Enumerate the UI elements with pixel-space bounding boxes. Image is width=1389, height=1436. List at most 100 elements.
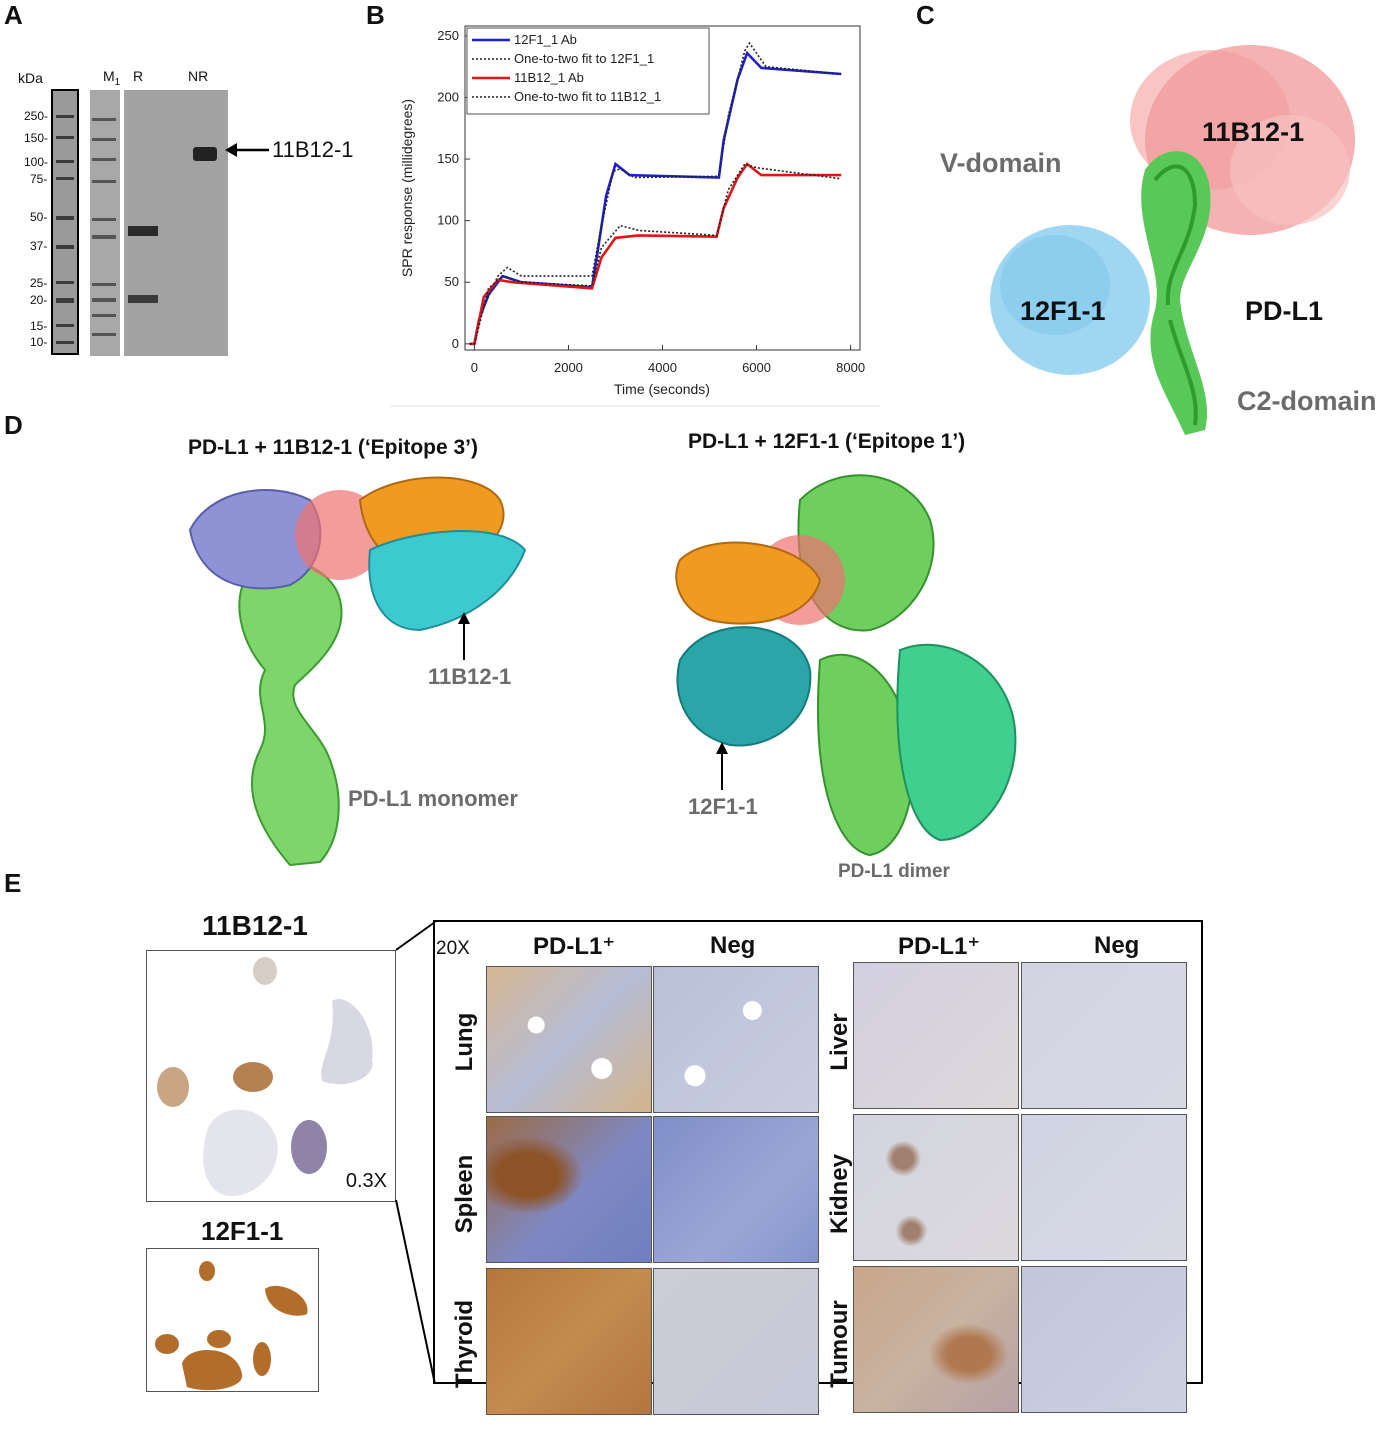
ihc-tile-kidney-neg (1021, 1114, 1187, 1261)
structure-ensemble (990, 45, 1355, 436)
x-tick-label: 0 (471, 360, 478, 375)
ladder-mark: 150- (24, 131, 49, 145)
col-pos-right: PD-L1⁺ (898, 933, 981, 960)
pdl1-dimer-green-b (896, 643, 1017, 842)
legend-entry: 11B12_1 Ab (514, 70, 584, 85)
panel-label-c: C (916, 0, 935, 30)
row-label-tumour: Tumour (826, 1300, 853, 1388)
r-light-band (128, 295, 158, 303)
gel-image (51, 89, 228, 356)
panel-label-b: B (366, 0, 385, 30)
ihc-tile-lung-pos (486, 966, 652, 1113)
y-tick-label: 150 (437, 151, 459, 166)
y-tick-label: 200 (437, 89, 459, 104)
legend: 12F1_1 Ab One-to-two fit to 12F1_1 11B12_1… (466, 27, 710, 115)
whole-slide-title-bottom: 12F1-1 (201, 1216, 284, 1246)
panel-label-d: D (4, 410, 23, 440)
ab-light-cyan (368, 530, 527, 632)
m1-bands (92, 118, 116, 336)
ihc-tile-lung-neg (653, 966, 819, 1113)
arrow-up-icon (458, 612, 470, 660)
series-line-0 (469, 50, 842, 346)
y-tick-label: 50 (445, 274, 459, 289)
ladder-mark: 10- (30, 335, 48, 349)
ladder-mark: 100- (24, 155, 49, 169)
pdl1-monomer-green (238, 559, 343, 867)
x-tick-label: 6000 (742, 360, 771, 375)
kda-label: kDa (18, 70, 43, 86)
gel-arrow-icon (225, 143, 269, 157)
complex-monomer-structure (188, 476, 527, 867)
complex-left-title: PD-L1 + 11B12-1 (‘Epitope 3’) (188, 436, 479, 459)
arrow-up-icon (716, 742, 728, 790)
series-line-3 (469, 163, 842, 345)
ladder-bands (56, 115, 74, 344)
left-arrow-label: 11B12-1 (428, 664, 512, 689)
lane-label-r: R (133, 68, 144, 84)
ladder-mark: 20- (30, 293, 48, 307)
v-domain-label: V-domain (940, 148, 1062, 178)
legend-entry: One-to-two fit to 11B12_1 (514, 89, 661, 104)
lane-label-nr: NR (188, 68, 209, 84)
row-label-lung: Lung (451, 1012, 478, 1072)
ab-12f1-ensemble (990, 225, 1150, 375)
ab-12f1-label: 12F1-1 (1020, 296, 1106, 326)
ihc-tile-spleen-pos (486, 1116, 652, 1263)
ladder-mark: 15- (30, 319, 48, 333)
col-pos-left: PD-L1⁺ (533, 933, 616, 960)
right-caption: PD-L1 dimer (838, 861, 950, 882)
ihc-tile-liver-pos (853, 962, 1019, 1109)
ladder-mark: 75- (30, 172, 48, 186)
whole-slide-11b12: 0.3X (146, 950, 396, 1202)
legend-entry: 12F1_1 Ab (514, 32, 577, 47)
x-ticks: 0 2000 4000 6000 8000 (471, 345, 865, 375)
col-neg-left: Neg (710, 932, 756, 959)
row-label-spleen: Spleen (451, 1154, 478, 1234)
ladder-mark: 25- (30, 276, 48, 290)
row-label-thyroid: Thyroid (451, 1300, 478, 1388)
row-label-liver: Liver (826, 1013, 853, 1071)
nr-band (193, 147, 217, 161)
ladder-lane (51, 89, 79, 355)
ladder-mark: 50- (30, 210, 48, 224)
ihc-tile-spleen-neg (653, 1116, 819, 1263)
c2-domain-label: C2-domain (1237, 386, 1377, 416)
gel-lanes-r-nr (124, 90, 228, 356)
complex-right-title: PD-L1 + 12F1-1 (‘Epitope 1’) (688, 430, 966, 453)
ihc-tile-kidney-pos (853, 1114, 1019, 1261)
ihc-tile-thyroid-neg (653, 1268, 819, 1415)
spr-chart: 0 50 100 150 200 250 0 2000 4000 6000 8000 Time (… (390, 25, 880, 407)
zoom-connector-lines (395, 921, 436, 1385)
whole-slide-12f1 (146, 1248, 319, 1392)
y-tick-label: 100 (437, 213, 459, 228)
series-line-2 (469, 162, 842, 346)
ladder-mark: 37- (30, 239, 48, 253)
x-tick-label: 4000 (648, 360, 677, 375)
panel-label-a: A (4, 0, 23, 30)
row-label-kidney: Kidney (826, 1154, 853, 1235)
tissue-sections (157, 957, 373, 1196)
left-caption: PD-L1 monomer (348, 786, 518, 811)
pdl1-label: PD-L1 (1245, 296, 1324, 326)
col-neg-right: Neg (1094, 932, 1140, 959)
x-tick-label: 2000 (554, 360, 583, 375)
gel-lane-m1 (90, 90, 120, 356)
tissue-sections (155, 1261, 308, 1391)
r-heavy-band (128, 226, 158, 236)
y-tick-label: 250 (437, 28, 459, 43)
complex-dimer-structure (675, 474, 1017, 857)
x-tick-label: 8000 (836, 360, 865, 375)
x-axis-label: Time (seconds) (614, 381, 710, 397)
right-arrow-label: 12F1-1 (688, 794, 758, 819)
gel-arrow-label: 11B12-1 (272, 137, 354, 162)
ab-light-teal (676, 626, 812, 747)
ab-11b12-label: 11B12-1 (1202, 117, 1305, 147)
tile-zoom-label: 20X (436, 938, 470, 959)
legend-box (466, 27, 710, 115)
y-tick-label: 0 (452, 336, 459, 351)
y-axis-label: SPR response (millidegrees) (399, 99, 415, 277)
panel-label-e: E (4, 868, 22, 898)
whole-slide-title-top: 11B12-1 (202, 910, 308, 941)
ihc-tile-tumour-neg (1021, 1266, 1187, 1413)
ladder-mark: 250- (24, 109, 49, 123)
